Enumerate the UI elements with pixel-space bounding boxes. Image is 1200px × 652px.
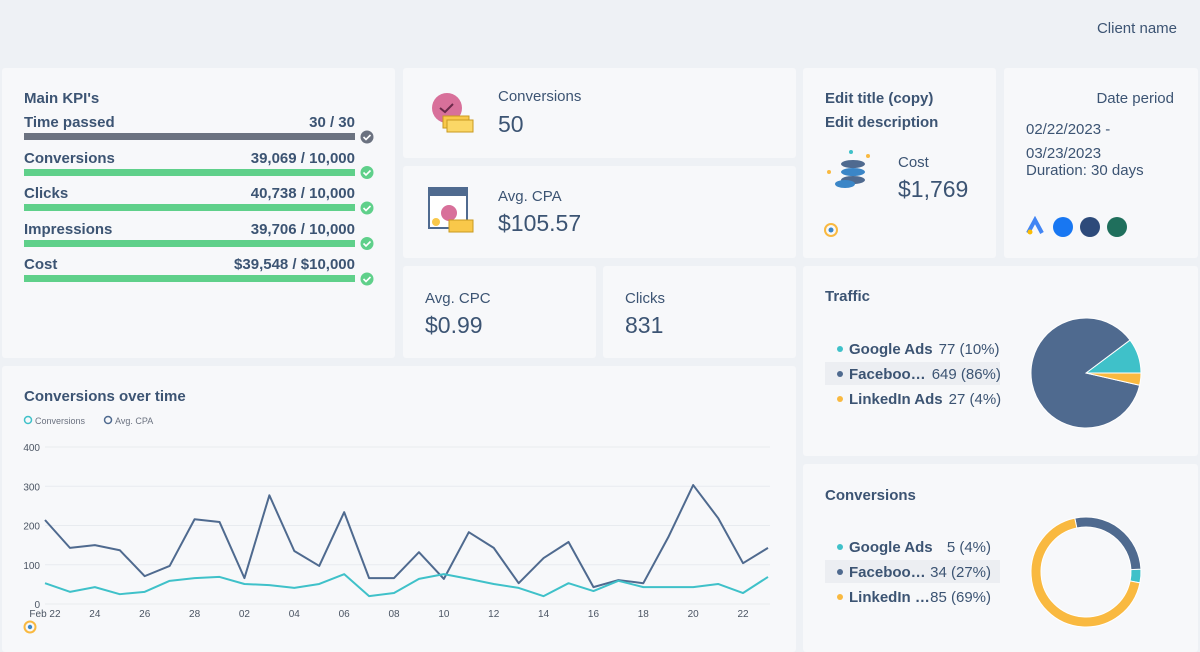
kpi-card: Main KPI's Time passed 30 / 30 Conversions… (2, 68, 395, 358)
avg-cpa-card: Avg. CPA $105.57 (403, 166, 796, 258)
traffic-card: Traffic (803, 266, 1198, 456)
kpi-row-value: 39,706 / 10,000 (250, 220, 355, 238)
duration: Duration: 30 days (1026, 162, 1144, 179)
kpi-label: Avg. CPA (498, 188, 562, 205)
icon (432, 93, 474, 133)
chart-title: Conversions (825, 487, 916, 504)
source-icon (824, 223, 838, 237)
icon (428, 187, 474, 233)
kpi-value: 50 (498, 111, 524, 137)
date-range: 02/22/2023 - 03/23/2023 (1026, 121, 1111, 162)
chart-title: Traffic (825, 288, 871, 305)
kpi-row-value: $39,548 / $10,000 (234, 256, 355, 273)
clicks-card: Clicks 831 (603, 266, 796, 358)
kpi-row-label: Clicks (24, 185, 69, 202)
cost-card: Edit title (copy) Edit description Cost … (803, 68, 996, 258)
kpi-row-label: Conversions (24, 149, 115, 167)
kpi-row-label: Cost (24, 256, 58, 273)
kpi-row: Clicks 40,738 / 10,000 (24, 185, 355, 202)
kpi-label: Conversions (498, 88, 582, 105)
card-title[interactable]: Edit title (copy) (825, 90, 934, 107)
kpi-row: Impressions 39,706 / 10,000 (24, 221, 355, 238)
kpi-row-value: 30 / 30 (309, 114, 355, 131)
kpi-row-label: Time passed (24, 114, 115, 131)
client-name[interactable]: Client name (1096, 20, 1177, 37)
kpi-row: Time passed 30 / 30 (24, 114, 355, 131)
kpi-row-value: 40,738 / 10,000 (250, 185, 355, 202)
conversions-card: Conversions 50 (403, 68, 796, 158)
kpi-value: 831 (625, 312, 664, 338)
card-title: Date period (1096, 90, 1174, 107)
icon (827, 150, 870, 188)
kpi-title: Main KPI's (24, 90, 100, 107)
kpi-value: $1,769 (898, 176, 969, 202)
date-card: Date period 02/22/2023 - 03/23/2023 Dura… (1004, 68, 1198, 258)
chart-title: Conversions over time (24, 388, 186, 405)
line-card: Conversions over time (2, 366, 796, 652)
avg-cpc-card: Avg. CPC $0.99 (403, 266, 596, 358)
kpi-label: Avg. CPC (425, 290, 491, 307)
progress-bar (24, 275, 355, 282)
kpi-row-value: 39,069 / 10,000 (250, 149, 355, 167)
kpi-row-label: Impressions (24, 220, 113, 238)
kpi-row: Cost $39,548 / $10,000 (24, 256, 355, 273)
kpi-row: Conversions 39,069 / 10,000 (24, 150, 355, 167)
progress-bar (24, 204, 355, 211)
progress-bar (24, 168, 355, 176)
kpi-value: $0.99 (425, 312, 483, 338)
progress-bar (24, 239, 355, 247)
kpi-value: $105.57 (498, 210, 582, 236)
platform-icons (1026, 216, 1127, 237)
progress-bar (24, 133, 355, 140)
conversions-pie-card: Conversions (803, 464, 1198, 652)
card-description[interactable]: Edit description (825, 114, 939, 131)
kpi-label: Cost (898, 154, 929, 171)
kpi-label: Clicks (625, 290, 665, 307)
